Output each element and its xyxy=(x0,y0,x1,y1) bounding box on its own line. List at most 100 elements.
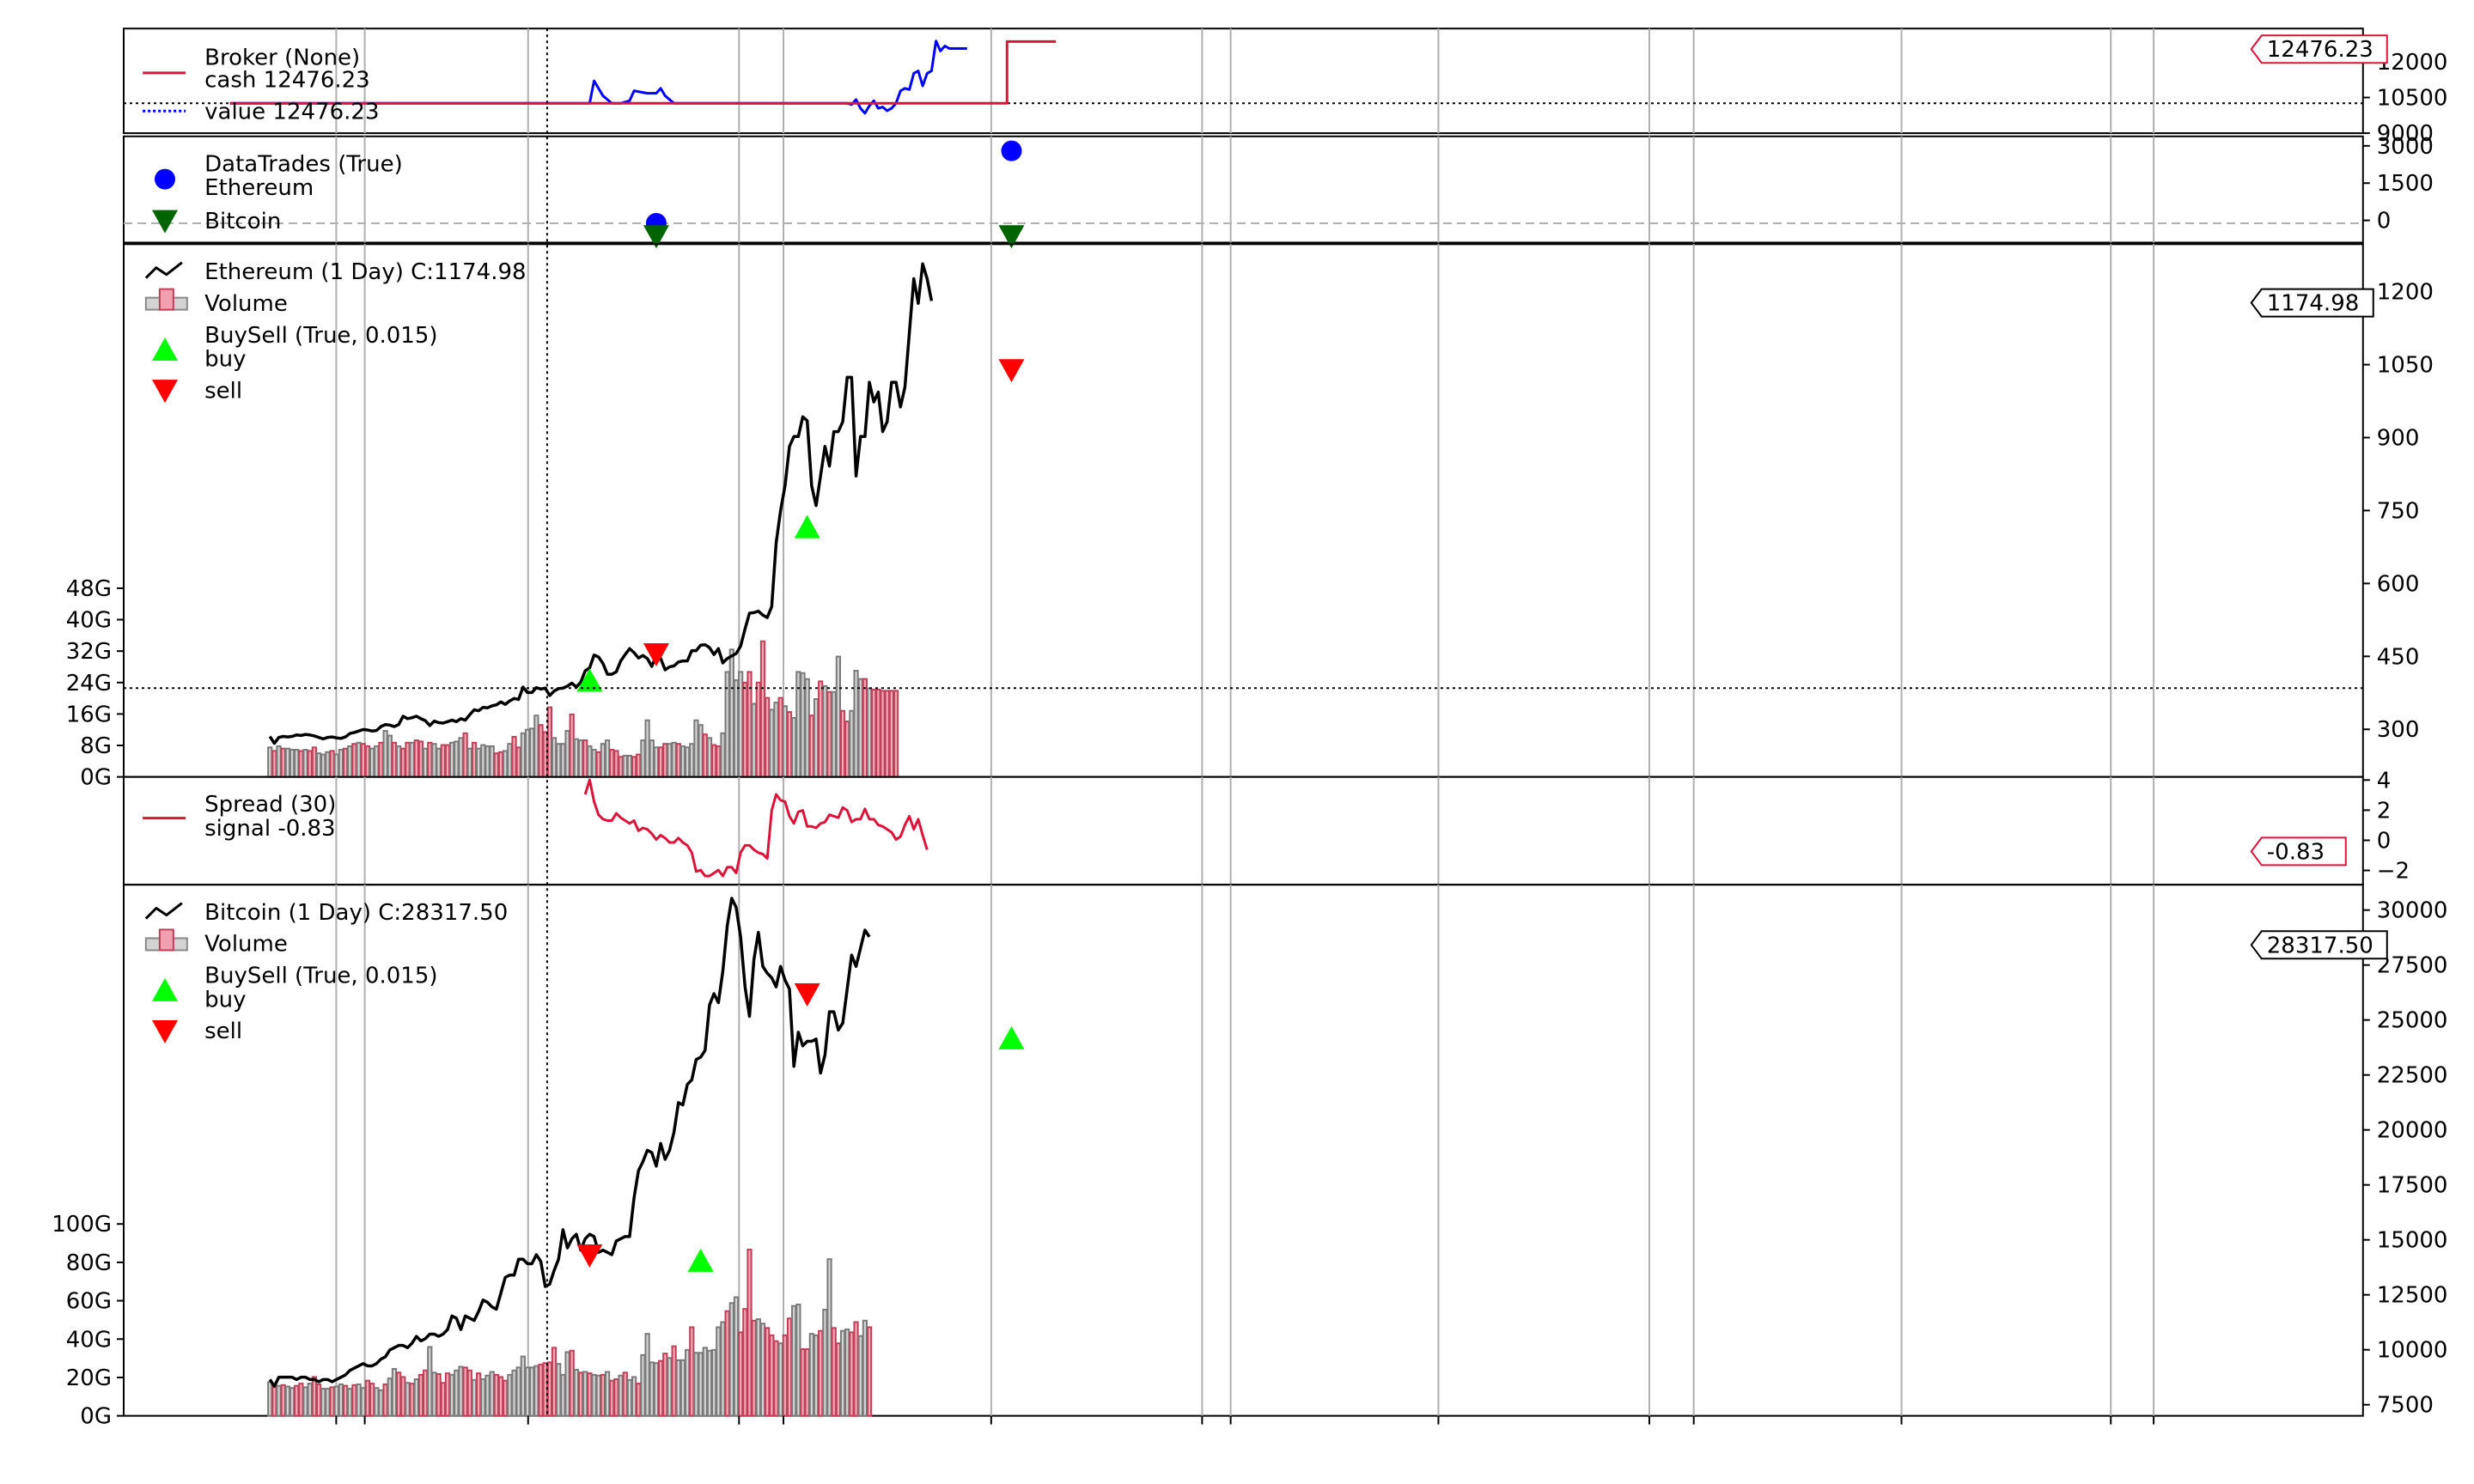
bitcoin-volume-bar xyxy=(329,1386,335,1417)
ethereum-volume-bar xyxy=(560,743,566,778)
bitcoin-volume-bar xyxy=(844,1329,850,1417)
ethereum-volume-bar xyxy=(294,749,300,778)
ethereum-volume-bar xyxy=(413,739,419,778)
bitcoin-volume-bar xyxy=(325,1388,331,1417)
legend-bitcoin-sell-icon xyxy=(152,1020,178,1043)
bitcoin-volume-bar xyxy=(711,1348,717,1417)
spread-y-tick-label: −2 xyxy=(2377,859,2410,885)
ethereum-volume-bar xyxy=(378,741,384,778)
ethereum-volume-tick-label: 40G xyxy=(66,608,112,634)
bitcoin-volume-bar xyxy=(746,1249,753,1417)
legend-ethereum-line-icon xyxy=(144,261,183,279)
ethereum-volume-bar xyxy=(769,709,775,778)
ethereum-last-close-box xyxy=(2250,288,2374,318)
bitcoin-volume-bar xyxy=(685,1348,691,1417)
ethereum-volume-bar xyxy=(667,743,673,778)
broker-cash-line xyxy=(229,40,1057,105)
bitcoin-volume-tick-label: 80G xyxy=(66,1250,112,1276)
bitcoin-volume-bar xyxy=(698,1352,704,1417)
bitcoin-volume-bar xyxy=(378,1389,384,1417)
bitcoin-volume-bar xyxy=(693,1352,699,1417)
ethereum-volume-bar xyxy=(679,745,686,778)
ethereum-price-tick-label: 750 xyxy=(2377,498,2420,524)
ethereum-volume-bar xyxy=(302,749,308,778)
bitcoin-volume-bar xyxy=(333,1385,339,1417)
bitcoin-volume-bar xyxy=(720,1321,726,1417)
bitcoin-volume-bar xyxy=(551,1347,558,1417)
bitcoin-volume-bar xyxy=(689,1326,695,1417)
ethereum-volume-bar xyxy=(693,719,699,778)
ethereum-volume-bar xyxy=(276,745,282,778)
bitcoin-volume-bar xyxy=(604,1371,611,1417)
bitcoin-volume-bar xyxy=(791,1305,797,1417)
bitcoin-volume-bar xyxy=(853,1321,859,1417)
legend-ethereum-sell-label: sell xyxy=(204,378,242,404)
ethereum-volume-bar xyxy=(267,746,273,778)
ethereum-volume-bar xyxy=(826,690,832,778)
bitcoin-volume-bar xyxy=(662,1353,668,1417)
spread-last-value-box xyxy=(2250,836,2347,867)
ethereum-close-line xyxy=(268,262,934,745)
legend-bitcoin-label: Bitcoin xyxy=(204,209,281,234)
ethereum-volume-bar xyxy=(818,680,824,778)
bitcoin-volume-bar xyxy=(382,1383,388,1417)
ethereum-volume-bar xyxy=(653,746,660,778)
bitcoin-volume-bar xyxy=(497,1376,504,1417)
ethereum-volume-tick-label: 8G xyxy=(80,733,112,759)
ethereum-volume-bar xyxy=(808,715,814,778)
ethereum-volume-bar xyxy=(391,741,398,778)
legend-bitcoin-buysell-label: BuySell (True, 0.015) xyxy=(204,964,437,989)
spread-y-tick-label: 2 xyxy=(2377,798,2392,824)
bitcoin-volume-bar xyxy=(733,1296,740,1417)
ethereum-volume-bar xyxy=(400,747,406,778)
ethereum-volume-bar xyxy=(573,738,580,778)
bitcoin-volume-bar xyxy=(560,1373,566,1417)
ethereum-volume-bar xyxy=(835,655,841,778)
legend-bitcoin-line-icon xyxy=(144,902,183,920)
ethereum-volume-bar xyxy=(631,756,637,778)
ethereum-price-tick-label: 600 xyxy=(2377,571,2420,597)
spread-y-tick-label: 0 xyxy=(2377,828,2392,854)
ethereum-volume-bar xyxy=(893,690,899,778)
bitcoin-volume-bar xyxy=(360,1387,366,1417)
bitcoin-volume-bar xyxy=(640,1353,646,1417)
ethereum-volume-bar xyxy=(440,744,446,778)
bitcoin-volume-bar xyxy=(423,1369,429,1417)
bitcoin-volume-bar xyxy=(626,1378,633,1417)
ethereum-price-tick-label: 1200 xyxy=(2377,280,2434,306)
bitcoin-last-close-text: 28317.50 xyxy=(2267,933,2373,958)
bitcoin-volume-bar xyxy=(503,1379,509,1417)
broker-y-tick-label: 9000 xyxy=(2377,121,2434,147)
bitcoin-volume-bar xyxy=(342,1384,349,1417)
ethereum-volume-bar xyxy=(476,747,482,778)
ethereum-volume-bar xyxy=(600,743,606,778)
bitcoin-panel-frame xyxy=(123,884,2364,1417)
bitcoin-volume-bar xyxy=(546,1361,552,1417)
bitcoin-volume-bar xyxy=(653,1362,660,1417)
bitcoin-volume-bar xyxy=(866,1326,873,1417)
bitcoin-volume-bar xyxy=(489,1371,495,1417)
spread-panel-frame xyxy=(123,775,2364,886)
ethereum-volume-bar xyxy=(564,730,570,778)
bitcoin-volume-bar xyxy=(804,1348,810,1417)
ethereum-volume-bar xyxy=(382,730,388,778)
ethereum-volume-bar xyxy=(511,735,517,778)
legend-broker-title: Broker (None) xyxy=(204,46,360,71)
trades-y-tick-label: 1500 xyxy=(2377,171,2434,197)
legend-ethereum-buy-icon xyxy=(152,338,178,361)
bitcoin-volume-bar xyxy=(476,1372,482,1417)
bitcoin-volume-bar xyxy=(857,1335,863,1417)
bitcoin-volume-bar xyxy=(765,1327,771,1417)
ethereum-volume-bar xyxy=(751,702,757,778)
bitcoin-volume-bar xyxy=(356,1383,362,1417)
legend-ethereum-sell-icon xyxy=(152,380,178,404)
bitcoin-price-tick-label: 12500 xyxy=(2377,1283,2448,1309)
broker-last-value-box xyxy=(2250,34,2388,64)
bitcoin-buy-marker xyxy=(998,1025,1025,1049)
bitcoin-volume-tick-label: 40G xyxy=(66,1327,112,1353)
ethereum-volume-bar xyxy=(587,745,593,778)
ethereum-volume-bar xyxy=(333,753,339,778)
bitcoin-volume-bar xyxy=(556,1363,562,1417)
ethereum-volume-bar xyxy=(551,737,558,778)
ethereum-volume-bar xyxy=(289,749,296,778)
